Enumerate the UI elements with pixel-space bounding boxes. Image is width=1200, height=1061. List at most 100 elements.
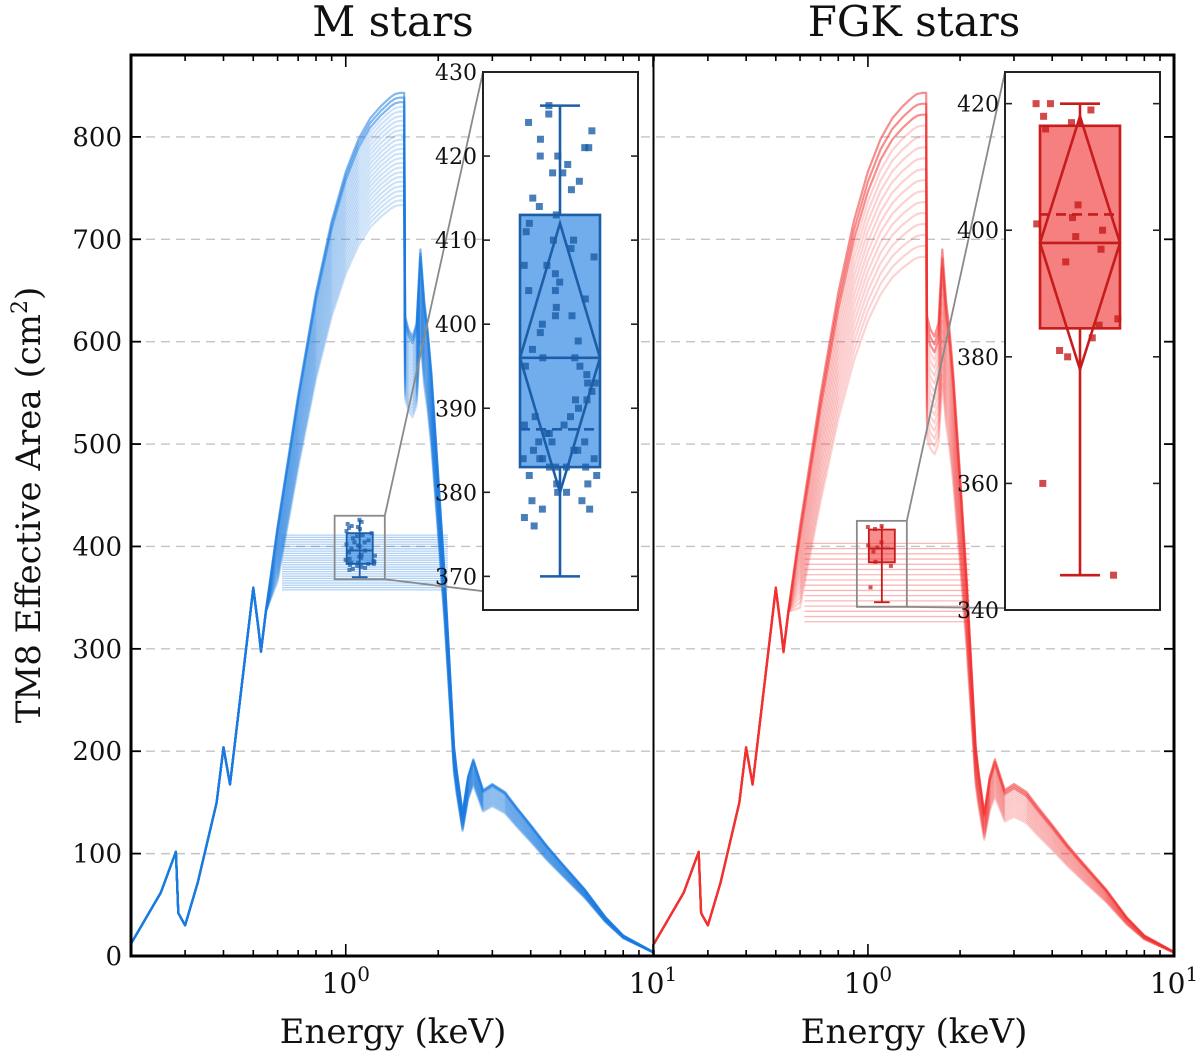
inset-data-point (552, 303, 560, 311)
inset-data-point (528, 497, 536, 505)
mini-point (347, 556, 352, 561)
mini-point (868, 585, 873, 590)
inset-data-point (591, 379, 599, 387)
inset-data-point (1033, 220, 1041, 228)
mini-point (349, 523, 354, 528)
y-tick-label-200: 200 (72, 737, 122, 767)
inset-data-point (559, 169, 567, 177)
inset-data-point (1056, 346, 1064, 354)
inset-data-point (535, 438, 543, 446)
inset-data-point (576, 362, 584, 370)
inset-tick-label-370: 370 (435, 565, 477, 590)
inset-data-point (1062, 258, 1070, 266)
y-axis-label: TM8 Effective Area (cm2) (8, 287, 49, 724)
y-tick-label-800: 800 (72, 123, 122, 153)
inset-data-point (546, 463, 554, 471)
inset-data-point (1072, 233, 1080, 241)
x-tick-label-1: 100 (322, 962, 370, 1000)
x-axis-label-left: Energy (keV) (280, 1012, 507, 1052)
mini-point (871, 549, 876, 554)
mini-point (366, 561, 371, 566)
inset-notch-diamond (1038, 111, 1122, 374)
mini-point (888, 563, 893, 568)
inset-data-point (581, 295, 589, 303)
mini-point (345, 521, 350, 526)
inset-data-point (551, 287, 559, 295)
inset-data-point (568, 312, 576, 320)
inset-data-point (586, 505, 594, 513)
inset-data-point (531, 413, 539, 421)
inset-data-point (1087, 106, 1095, 114)
inset-tick-label-400: 400 (957, 219, 999, 244)
inset-tick-label-420: 420 (957, 93, 999, 118)
mini-point (866, 543, 871, 548)
inset-data-point (590, 455, 598, 463)
inset-data-point (525, 118, 533, 126)
inset-data-point (543, 261, 551, 269)
zoom-region-rect-2 (855, 519, 908, 608)
curve-bundle-m-stars (131, 91, 653, 954)
inset-data-point (538, 320, 546, 328)
mini-point (879, 540, 884, 545)
inset-data-point (536, 455, 544, 463)
inset-data-point (574, 446, 582, 454)
inset-data-point (1097, 245, 1105, 253)
y-tick-label-100: 100 (72, 840, 122, 870)
inset-data-point (522, 228, 530, 236)
inset-tick-label-410: 410 (435, 229, 477, 254)
inset-data-point (584, 379, 592, 387)
inset-data-point (525, 472, 533, 479)
inset-box (1038, 124, 1122, 330)
inset-tick-label-360: 360 (957, 472, 999, 497)
inset-data-point (1040, 112, 1048, 120)
inset-data-point (1068, 214, 1076, 222)
mini-point (349, 546, 354, 551)
inset-tick-label-340: 340 (957, 599, 999, 624)
mini-point (372, 553, 377, 558)
inset-tick-label-380: 380 (957, 346, 999, 371)
inset-data-point (1110, 571, 1118, 579)
mini-point (357, 527, 362, 532)
inset-tick-label-390: 390 (435, 397, 477, 422)
inset-data-point (564, 160, 572, 168)
inset-data-point (575, 177, 583, 185)
inset-tick-label-380: 380 (435, 481, 477, 506)
mini-point (873, 559, 878, 564)
inset-data-point (554, 488, 562, 496)
inset-data-point (554, 152, 562, 160)
inset-data-point (521, 362, 529, 370)
x-tick-label-1: 100 (844, 962, 892, 1000)
y-tick-label-500: 500 (72, 430, 122, 460)
inset-data-point (535, 203, 543, 210)
mini-point (349, 560, 354, 565)
inset-data-point (519, 455, 527, 463)
inset-data-point (549, 236, 557, 244)
inset-data-point (581, 144, 589, 152)
inset-tick-label-400: 400 (435, 313, 477, 338)
inset-box (518, 213, 602, 469)
zoom-connector-top-2 (905, 71, 1006, 522)
inset-data-point (1099, 226, 1107, 234)
inset-data-point (593, 472, 601, 479)
inset-data-point (585, 144, 593, 152)
inset-data-point (539, 354, 547, 362)
inset-data-point (551, 312, 559, 320)
panel-title-left: M stars (312, 0, 473, 46)
mini-point (347, 550, 352, 555)
mini-point (359, 564, 364, 569)
gridlines (131, 136, 1174, 855)
mini-point (347, 562, 352, 567)
inset-data-point (575, 404, 583, 412)
mini-point (347, 568, 352, 573)
inset-data-point (1046, 100, 1054, 108)
mini-point (875, 545, 880, 550)
mini-point (355, 563, 360, 568)
mini-point (360, 533, 365, 538)
zoom-connector-top-1 (383, 71, 484, 516)
inset-data-point (556, 278, 564, 286)
mini-point (362, 540, 367, 545)
mini-point (357, 517, 362, 522)
inset-data-point (1088, 334, 1096, 342)
curves (131, 91, 1174, 954)
